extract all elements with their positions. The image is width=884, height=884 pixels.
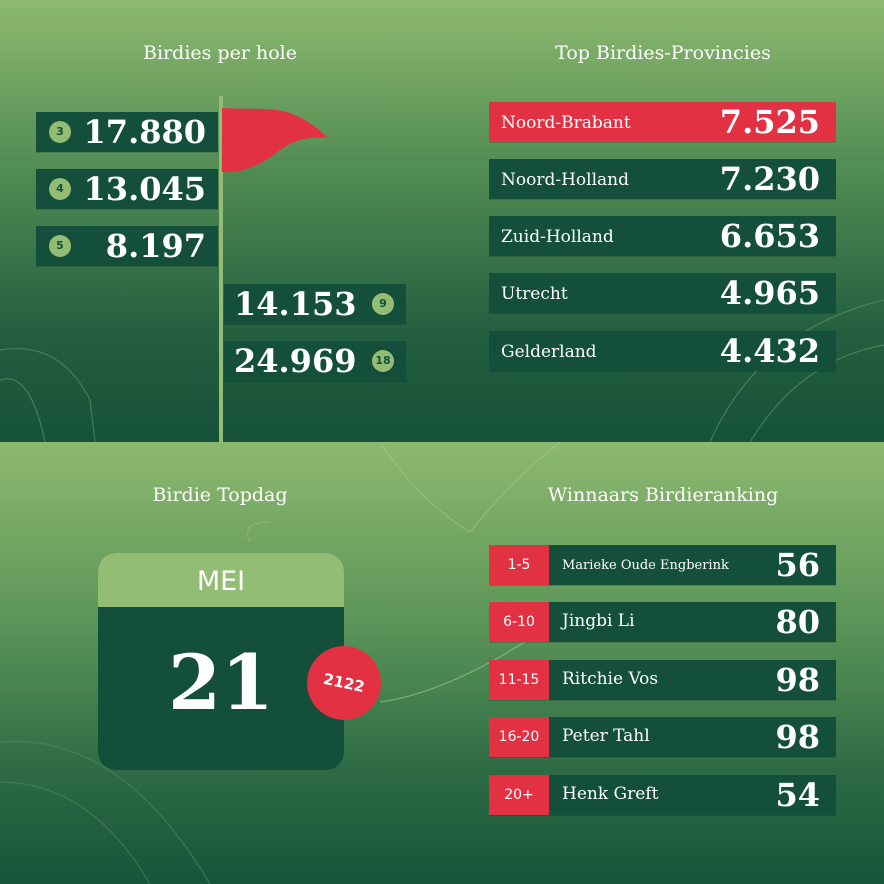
rank-range-tag: 16-20 — [489, 717, 549, 757]
hole-number-badge: 3 — [49, 121, 71, 143]
province-row: Noord-Holland 7.230 — [489, 159, 836, 199]
hole-number-badge: 18 — [372, 350, 394, 372]
winner-birdie-count: 54 — [775, 776, 820, 814]
ranking-row: 20+ Henk Greft 54 — [489, 775, 836, 815]
hole-bar: 5 8.197 — [36, 226, 218, 266]
hole-birdie-count: 17.880 — [83, 113, 206, 151]
calendar-header — [98, 553, 344, 607]
winner-birdie-count: 56 — [775, 546, 820, 584]
calendar-card: MEI 21 — [98, 553, 344, 770]
province-name: Noord-Brabant — [501, 113, 631, 133]
province-birdie-count: 6.653 — [719, 217, 820, 255]
hole-bar: 3 17.880 — [36, 112, 218, 152]
hole-number-badge: 9 — [372, 293, 394, 315]
ranking-row: 11-15 Ritchie Vos 98 — [489, 660, 836, 700]
province-row: Noord-Brabant 7.525 — [489, 102, 836, 142]
province-name: Noord-Holland — [501, 170, 629, 190]
province-birdie-count: 4.432 — [719, 332, 820, 370]
province-name: Gelderland — [501, 342, 597, 362]
flag-pole — [219, 96, 223, 442]
province-row: Gelderland 4.432 — [489, 331, 836, 371]
rank-range-tag: 6-10 — [489, 602, 549, 642]
ranking-row: 1-5 Marieke Oude Engberink 56 — [489, 545, 836, 585]
province-name: Utrecht — [501, 284, 568, 304]
winner-name: Henk Greft — [562, 784, 659, 804]
hole-number-badge: 4 — [49, 178, 71, 200]
topdag-title: Birdie Topdag — [152, 484, 288, 506]
province-birdie-count: 7.230 — [719, 160, 820, 198]
hole-birdie-count: 13.045 — [83, 170, 206, 208]
province-row: Zuid-Holland 6.653 — [489, 216, 836, 256]
calendar-day: 21 — [168, 638, 274, 727]
winner-name: Jingbi Li — [562, 611, 635, 631]
province-birdie-count: 4.965 — [719, 274, 820, 312]
ranking-row: 16-20 Peter Tahl 98 — [489, 717, 836, 757]
province-name: Zuid-Holland — [501, 227, 614, 247]
hole-birdie-count: 8.197 — [105, 227, 206, 265]
golf-flag-icon — [222, 108, 328, 173]
hole-bar: 24.969 18 — [224, 341, 406, 381]
rank-range-tag: 1-5 — [489, 545, 549, 585]
hole-birdie-count: 14.153 — [234, 285, 357, 323]
top-provinces-title: Top Birdies-Provincies — [555, 42, 771, 64]
winner-birdie-count: 98 — [775, 661, 820, 699]
hole-birdie-count: 24.969 — [234, 342, 357, 380]
rank-range-tag: 20+ — [489, 775, 549, 815]
province-row: Utrecht 4.965 — [489, 273, 836, 313]
top-panel: Birdies per hole Top Birdies-Provincies … — [0, 0, 884, 442]
province-birdie-count: 7.525 — [719, 103, 820, 141]
topdag-count: 2122 — [321, 669, 367, 697]
hole-bar: 4 13.045 — [36, 169, 218, 209]
winner-name: Ritchie Vos — [562, 669, 659, 689]
ranking-row: 6-10 Jingbi Li 80 — [489, 602, 836, 642]
winner-birdie-count: 80 — [775, 603, 820, 641]
hole-bar: 14.153 9 — [224, 284, 406, 324]
decorative-lines — [0, 442, 561, 884]
topdag-count-badge: 2122 — [307, 646, 381, 720]
winner-name: Marieke Oude Engberink — [562, 558, 729, 573]
calendar-month: MEI — [196, 566, 246, 597]
hole-number-badge: 5 — [49, 235, 71, 257]
winner-birdie-count: 98 — [775, 718, 820, 756]
birdies-per-hole-title: Birdies per hole — [143, 42, 297, 64]
ranking-title: Winnaars Birdieranking — [547, 484, 779, 506]
winner-name: Peter Tahl — [562, 726, 650, 746]
rank-range-tag: 11-15 — [489, 660, 549, 700]
